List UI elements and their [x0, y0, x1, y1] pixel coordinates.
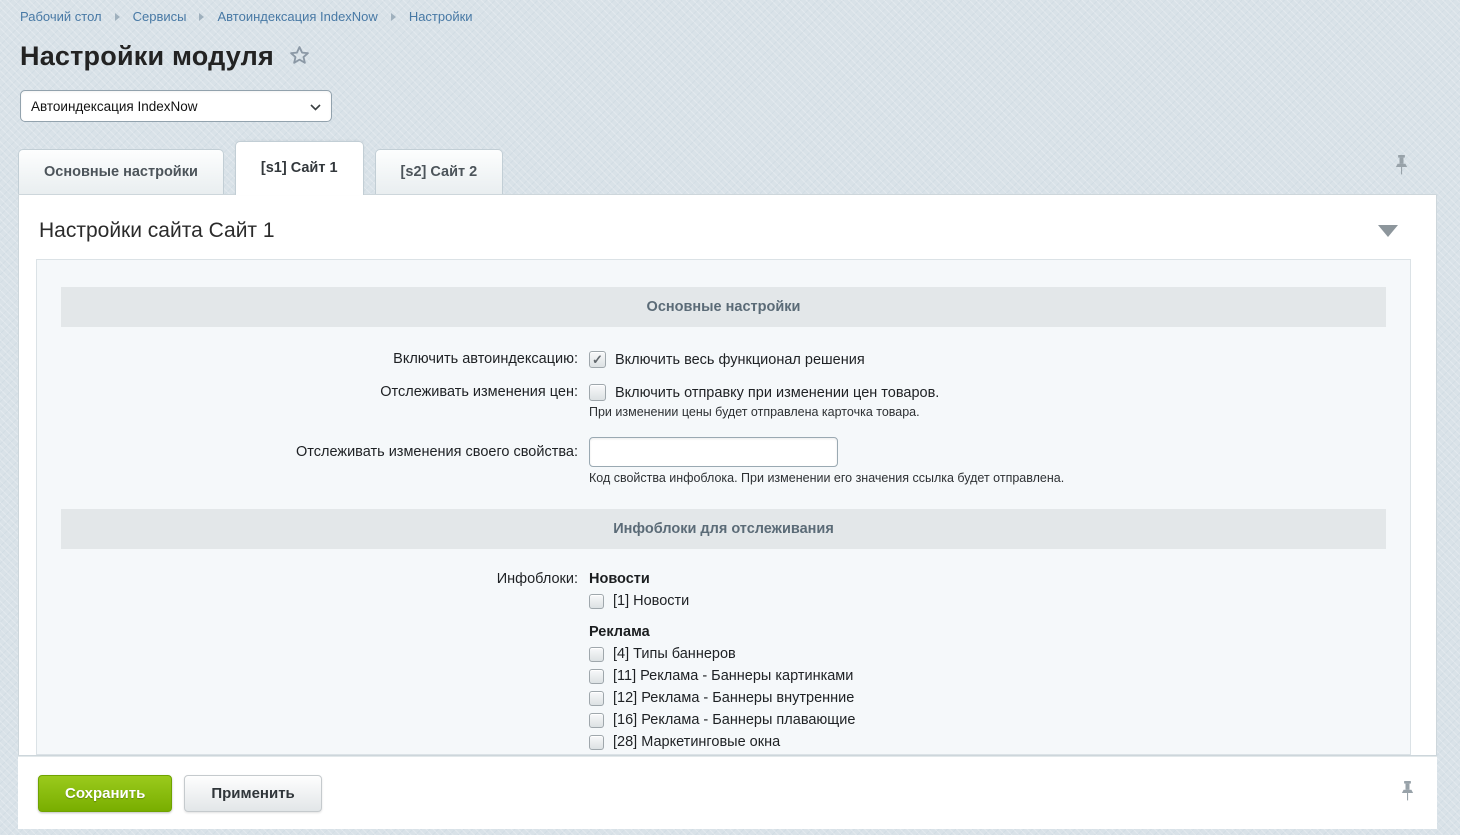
settings-panel: Настройки сайта Сайт 1 Основные настройк… — [18, 194, 1437, 756]
list-item: [28] Маркетинговые окна — [589, 734, 1410, 750]
form-row-price-tracking: Отслеживать изменения цен: Включить отпр… — [37, 384, 1410, 419]
chevron-down-icon — [310, 99, 321, 114]
list-item: [4] Типы баннеров — [589, 646, 1410, 662]
list-item: [1] Новости — [589, 593, 1410, 609]
infoblock-checkbox[interactable] — [589, 593, 604, 609]
section-heading-main: Основные настройки — [61, 287, 1386, 327]
form-row-property-tracking: Отслеживать изменения своего свойства: К… — [37, 437, 1410, 485]
infoblock-label: [28] Маркетинговые окна — [613, 734, 781, 750]
module-select-value: Автоиндексация IndexNow — [31, 98, 198, 114]
action-bar: Сохранить Применить — [18, 756, 1437, 829]
breadcrumb-separator-icon — [390, 12, 396, 21]
tab-label: [s2] Сайт 2 — [400, 164, 478, 180]
favorite-star-icon[interactable] — [288, 44, 311, 72]
collapse-arrow-icon[interactable] — [1378, 225, 1398, 237]
infoblock-checkbox[interactable] — [589, 712, 604, 728]
checkbox-label: Включить весь функционал решения — [615, 351, 865, 368]
infoblock-label: [4] Типы баннеров — [613, 646, 736, 662]
pin-icon[interactable] — [1394, 155, 1409, 182]
breadcrumb-item-settings[interactable]: Настройки — [408, 9, 473, 24]
enable-checkbox[interactable]: ✓ — [589, 351, 606, 368]
panel-title: Настройки сайта Сайт 1 — [39, 219, 275, 242]
infoblock-group-news: Новости [1] Новости — [589, 571, 1410, 609]
section-heading-infoblocks: Инфоблоки для отслеживания — [61, 509, 1386, 549]
title-row: Настройки модуля — [20, 40, 1437, 72]
infoblock-label: [16] Реклама - Баннеры плавающие — [613, 712, 856, 728]
infoblock-checkbox[interactable] — [589, 668, 604, 684]
breadcrumb-separator-icon — [199, 12, 205, 21]
field-hint: Код свойства инфоблока. При изменении ег… — [589, 471, 1065, 485]
field-label: Инфоблоки: — [496, 571, 578, 587]
price-tracking-checkbox[interactable] — [589, 384, 606, 401]
infoblock-group-ads: Реклама [4] Типы баннеров [11] Реклама -… — [589, 624, 1410, 750]
property-code-input[interactable] — [589, 437, 838, 467]
tab-site-1[interactable]: [s1] Сайт 1 — [234, 141, 364, 195]
breadcrumb-item-module[interactable]: Автоиндексация IndexNow — [217, 9, 378, 24]
tab-label: Основные настройки — [44, 164, 198, 180]
panel-header: Настройки сайта Сайт 1 — [19, 195, 1436, 259]
list-item: [12] Реклама - Баннеры внутренние — [589, 690, 1410, 706]
save-button[interactable]: Сохранить — [38, 774, 173, 812]
form-row-infoblocks: Инфоблоки: Новости [1] Новости Реклама — [37, 571, 1410, 754]
infoblock-checkbox[interactable] — [589, 646, 604, 662]
list-item: [16] Реклама - Баннеры плавающие — [589, 712, 1410, 728]
breadcrumb-item-desktop[interactable]: Рабочий стол — [20, 9, 102, 24]
tab-site-2[interactable]: [s2] Сайт 2 — [374, 149, 504, 194]
breadcrumb-separator-icon — [114, 12, 120, 21]
infoblock-label: [11] Реклама - Баннеры картинками — [613, 668, 854, 684]
field-label: Отслеживать изменения своего свойства: — [296, 444, 578, 460]
tab-label: [s1] Сайт 1 — [260, 160, 338, 176]
infoblock-label: [12] Реклама - Баннеры внутренние — [613, 690, 855, 706]
list-item: [11] Реклама - Баннеры картинками — [589, 668, 1410, 684]
apply-button[interactable]: Применить — [184, 774, 322, 812]
field-label: Отслеживать изменения цен: — [380, 384, 578, 400]
breadcrumb: Рабочий стол Сервисы Автоиндексация Inde… — [20, 9, 1437, 24]
infoblock-group-title: Реклама — [589, 624, 650, 640]
checkbox-label: Включить отправку при изменении цен това… — [615, 384, 940, 401]
breadcrumb-item-services[interactable]: Сервисы — [132, 9, 187, 24]
infoblock-group-title: Новости — [589, 571, 650, 587]
pin-icon[interactable] — [1400, 781, 1415, 808]
form-row-enable: Включить автоиндексацию: ✓ Включить весь… — [37, 351, 1410, 368]
infoblock-label: [1] Новости — [613, 593, 690, 609]
field-hint: При изменении цены будет отправлена карт… — [589, 405, 920, 419]
infoblock-checkbox[interactable] — [589, 690, 604, 706]
tabs-bar: Основные настройки [s1] Сайт 1 [s2] Сайт… — [18, 141, 1437, 195]
field-label: Включить автоиндексацию: — [393, 351, 578, 367]
infoblock-checkbox[interactable] — [589, 734, 604, 750]
page-title: Настройки модуля — [20, 40, 274, 71]
tab-main-settings[interactable]: Основные настройки — [18, 149, 224, 194]
settings-form: Основные настройки Включить автоиндексац… — [36, 259, 1411, 755]
module-select[interactable]: Автоиндексация IndexNow — [20, 90, 332, 122]
